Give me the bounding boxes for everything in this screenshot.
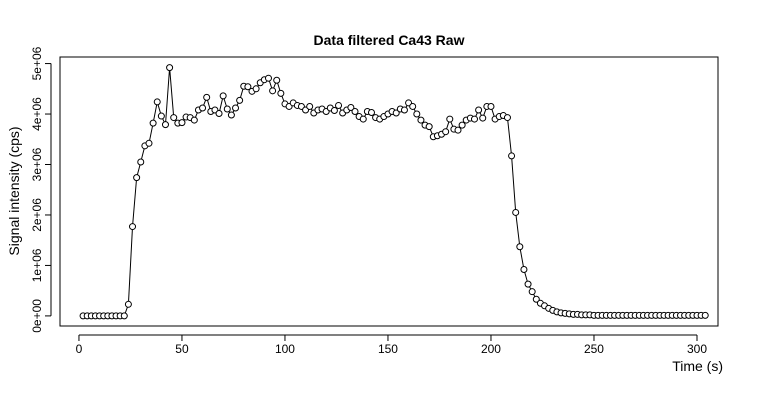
data-point [409, 102, 417, 110]
data-point [425, 123, 433, 131]
data-point [528, 288, 536, 296]
data-point [137, 158, 145, 166]
data-point [273, 76, 281, 84]
data-point [264, 74, 272, 82]
data-point [190, 116, 198, 124]
y-tick-label: 1e+06 [30, 248, 44, 282]
y-tick-label: 4e+06 [30, 97, 44, 131]
data-point [347, 103, 355, 111]
data-point [306, 102, 314, 110]
data-point [244, 83, 252, 91]
x-axis-label: Time (s) [672, 358, 723, 374]
y-tick-label: 5e+06 [30, 46, 44, 80]
data-point [236, 96, 244, 104]
data-point [219, 92, 227, 100]
x-tick-label: 50 [175, 342, 189, 356]
data-point [166, 64, 174, 72]
data-point [367, 109, 375, 117]
data-point [351, 108, 359, 116]
data-point [392, 109, 400, 117]
data-point [129, 223, 137, 231]
data-point [157, 112, 165, 120]
data-point [520, 265, 528, 273]
data-point [532, 295, 540, 303]
x-tick-label: 200 [481, 342, 501, 356]
x-tick-label: 0 [76, 342, 83, 356]
data-point [145, 139, 153, 147]
y-tick-label: 3e+06 [30, 147, 44, 181]
data-point [161, 121, 169, 129]
y-axis-label: Signal intensity (cps) [6, 126, 22, 255]
data-point [508, 152, 516, 160]
data-point [503, 114, 511, 122]
data-point [475, 106, 483, 114]
data-point [199, 104, 207, 112]
data-point [335, 101, 343, 109]
data-point [458, 121, 466, 129]
data-point [330, 106, 338, 114]
data-point [133, 174, 141, 182]
x-tick-label: 300 [687, 342, 707, 356]
data-point [524, 280, 532, 288]
data-point [417, 116, 425, 124]
data-point [223, 105, 231, 113]
data-point [277, 89, 285, 97]
data-point [359, 115, 367, 123]
data-point [149, 119, 157, 127]
x-tick-label: 250 [584, 342, 604, 356]
x-tick-label: 150 [378, 342, 398, 356]
y-tick-label: 2e+06 [30, 198, 44, 232]
data-point [446, 115, 454, 123]
data-point [470, 115, 478, 123]
data-point [516, 243, 524, 251]
plot-frame [59, 56, 719, 327]
data-point [227, 111, 235, 119]
chart-title: Data filtered Ca43 Raw [314, 32, 465, 48]
data-point [215, 110, 223, 118]
data-point [442, 128, 450, 136]
y-tick-label: 0e+00 [30, 299, 44, 333]
data-point [153, 98, 161, 106]
data-point [701, 311, 709, 319]
data-point [413, 110, 421, 118]
data-point [170, 114, 178, 122]
data-point [252, 85, 260, 93]
data-point [454, 126, 462, 134]
data-point [232, 104, 240, 112]
data-point [203, 93, 211, 101]
data-point [487, 102, 495, 110]
data-point [178, 119, 186, 127]
x-tick-label: 100 [275, 342, 295, 356]
data-point [400, 106, 408, 114]
data-point [269, 87, 277, 95]
data-point [512, 208, 520, 216]
data-point [479, 114, 487, 122]
data-point [120, 312, 128, 320]
data-point [124, 300, 132, 308]
